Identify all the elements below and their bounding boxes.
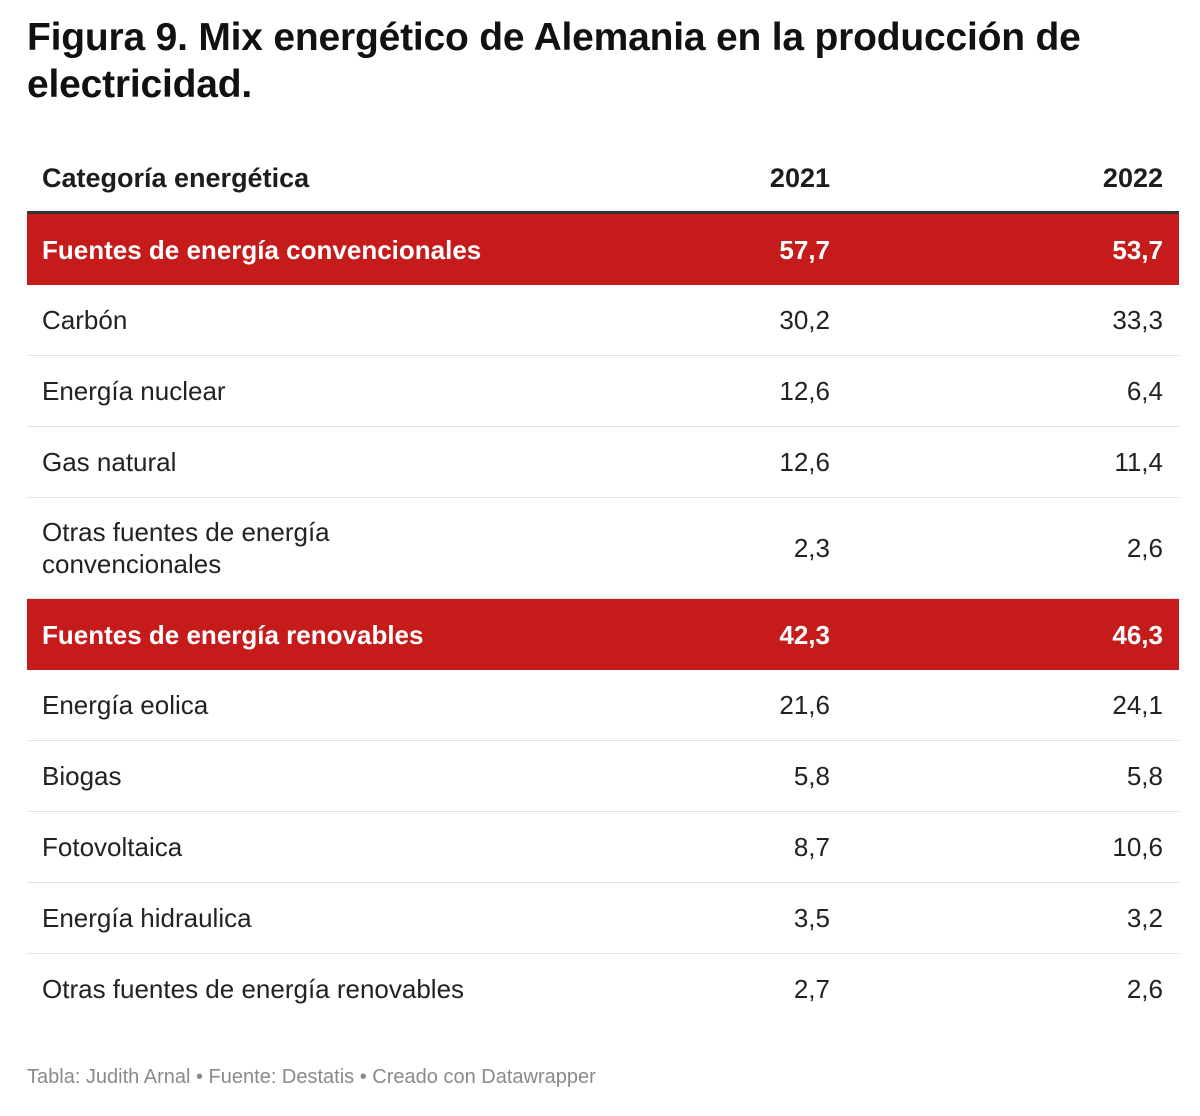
column-header-2021[interactable]: 2021 [677,145,846,214]
value-2022-cell: 5,8 [846,740,1179,812]
category-cell: Carbón [27,285,677,356]
value-2021-cell: 3,5 [677,882,846,954]
value-2022-cell: 46,3 [846,598,1179,670]
value-2022-cell: 24,1 [846,670,1179,741]
energy-mix-table: Categoría energética 2021 2022 Fuentes d… [27,145,1179,1024]
table-row: Otras fuentes de energía convencionales … [27,497,1179,599]
header-row: Categoría energética 2021 2022 [27,145,1179,214]
group-row-renewable: Fuentes de energía renovables 42,3 46,3 [27,598,1179,670]
category-cell: Energía nuclear [27,355,677,427]
value-2022-cell: 53,7 [846,212,1179,285]
value-2022-cell: 3,2 [846,882,1179,954]
table-row: Energía nuclear 12,6 6,4 [27,355,1179,427]
category-cell: Biogas [27,740,677,812]
table-row: Gas natural 12,6 11,4 [27,426,1179,498]
table-row: Otras fuentes de energía renovables 2,7 … [27,954,1179,1025]
category-cell: Energía hidraulica [27,882,677,954]
value-2022-cell: 11,4 [846,426,1179,498]
value-2022-cell: 10,6 [846,811,1179,883]
table-row: Energía eolica 21,6 24,1 [27,670,1179,741]
value-2021-cell: 12,6 [677,355,846,427]
table-row: Carbón 30,2 33,3 [27,285,1179,356]
category-cell: Fuentes de energía convencionales [27,212,677,285]
value-2022-cell: 6,4 [846,355,1179,427]
table-row: Energía hidraulica 3,5 3,2 [27,882,1179,954]
value-2022-cell: 33,3 [846,285,1179,356]
value-2022-cell: 2,6 [1126,974,1163,1004]
value-2021-cell: 21,6 [677,670,846,741]
category-cell: Gas natural [27,426,677,498]
table-row: Fotovoltaica 8,7 10,6 [27,811,1179,883]
value-2021-cell: 30,2 [677,285,846,356]
category-cell: Otras fuentes de energía renovables [42,974,465,1004]
category-cell: Otras fuentes de energía convencionales [27,497,677,599]
category-cell: Energía eolica [27,670,677,741]
value-2021-cell: 2,3 [677,497,846,599]
column-header-2022[interactable]: 2022 [846,145,1179,214]
value-2021-cell: 57,7 [677,212,846,285]
value-2022-cell: 2,6 [846,497,1179,599]
column-header-category[interactable]: Categoría energética [27,145,677,214]
source-footer: Tabla: Judith Arnal • Fuente: Destatis •… [27,1066,596,1088]
value-2021-cell: 42,3 [677,598,846,670]
category-cell: Fotovoltaica [27,811,677,883]
category-label: Otras fuentes de energía convencionales [42,517,330,579]
value-2021-cell: 5,8 [677,740,846,812]
chart-title: Figura 9. Mix energético de Alemania en … [27,16,1081,106]
table-row: Biogas 5,8 5,8 [27,740,1179,812]
category-cell: Fuentes de energía renovables [27,598,677,670]
value-2021-cell: 2,7 [793,974,830,1004]
group-row-conventional: Fuentes de energía convencionales 57,7 5… [27,212,1179,285]
value-2021-cell: 8,7 [677,811,846,883]
value-2021-cell: 12,6 [677,426,846,498]
